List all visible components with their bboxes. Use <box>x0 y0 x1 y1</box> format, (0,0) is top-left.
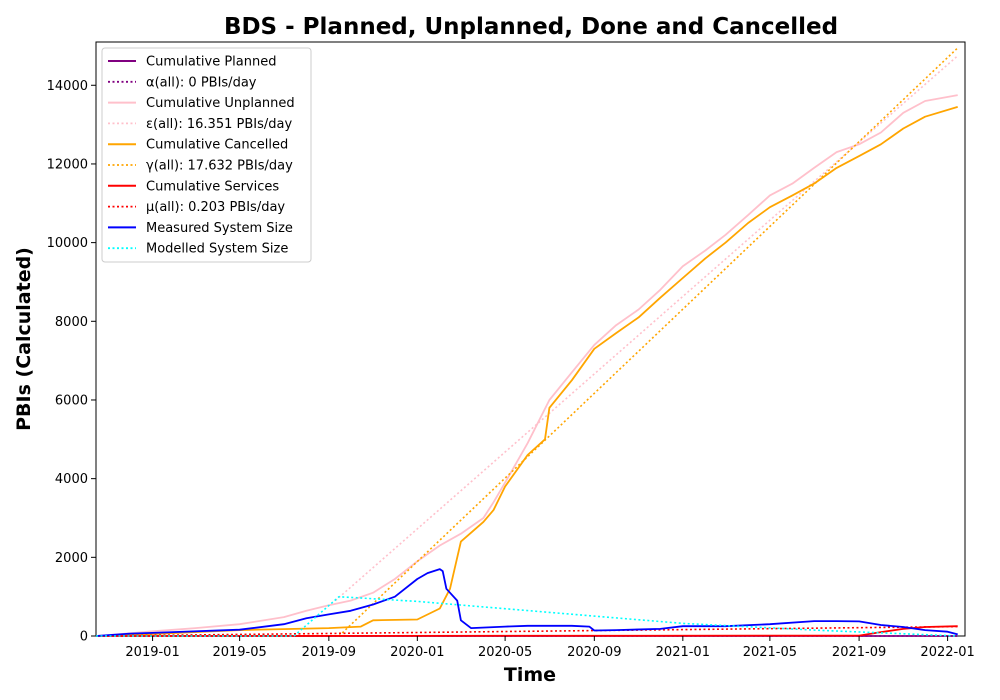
series-line-modelled-system-size <box>96 595 958 637</box>
legend-label: ε(all): 16.351 PBIs/day <box>146 117 292 132</box>
y-tick-label: 6000 <box>55 393 88 408</box>
series-line-all-16-351-pbis-day <box>334 55 959 602</box>
legend-label: γ(all): 17.632 PBIs/day <box>146 159 293 174</box>
y-tick-label: 4000 <box>55 472 88 487</box>
x-axis-label: Time <box>504 664 556 686</box>
series-line-all-17-632-pbis-day <box>338 47 959 637</box>
legend-label: Measured System Size <box>146 221 293 236</box>
y-tick-label: 10000 <box>47 236 88 251</box>
x-tick-label: 2020-01 <box>390 645 444 660</box>
x-tick-label: 2019-05 <box>212 645 266 660</box>
series-line-measured-system-size <box>95 568 958 637</box>
legend-label: α(all): 0 PBIs/day <box>146 75 257 90</box>
legend-label: Cumulative Services <box>146 179 279 194</box>
legend-label: μ(all): 0.203 PBIs/day <box>146 200 285 215</box>
x-tick-label: 2021-05 <box>743 645 797 660</box>
series-line-cumulative-services <box>95 625 958 637</box>
legend-label: Modelled System Size <box>146 242 288 257</box>
x-axis: 2019-01 2019-05 2019-09 2020-01 2020-05 2020-… <box>125 636 975 660</box>
legend-box <box>101 47 312 263</box>
chart-title: BDS - Planned, Unplanned, Done and Cance… <box>224 14 838 40</box>
y-tick-label: 8000 <box>55 315 88 330</box>
x-tick-label: 2020-05 <box>478 645 532 660</box>
y-tick-label: 14000 <box>47 79 88 94</box>
series-line-cumulative-cancelled <box>95 106 958 637</box>
y-axis: 0 2000 4000 6000 8000 10000 12000 14000 <box>47 79 96 645</box>
x-tick-label: 2019-01 <box>125 645 179 660</box>
legend-label: Cumulative Cancelled <box>146 138 288 153</box>
legend-label: Cumulative Unplanned <box>146 96 295 111</box>
y-tick-label: 0 <box>80 630 88 645</box>
x-tick-label: 2021-01 <box>656 645 710 660</box>
legend-label: Cumulative Planned <box>146 55 276 70</box>
x-tick-label: 2020-09 <box>567 645 621 660</box>
x-tick-label: 2019-09 <box>302 645 356 660</box>
x-tick-label: 2021-09 <box>832 645 886 660</box>
legend: Cumulative Planned α(all): 0 PBIs/day Cumu… <box>101 47 312 263</box>
series-line-cumulative-unplanned <box>95 94 958 637</box>
y-tick-label: 2000 <box>55 551 88 566</box>
x-tick-label: 2022-01 <box>920 645 974 660</box>
y-axis-label: PBIs (Calculated) <box>13 247 35 431</box>
y-tick-label: 12000 <box>47 157 88 172</box>
